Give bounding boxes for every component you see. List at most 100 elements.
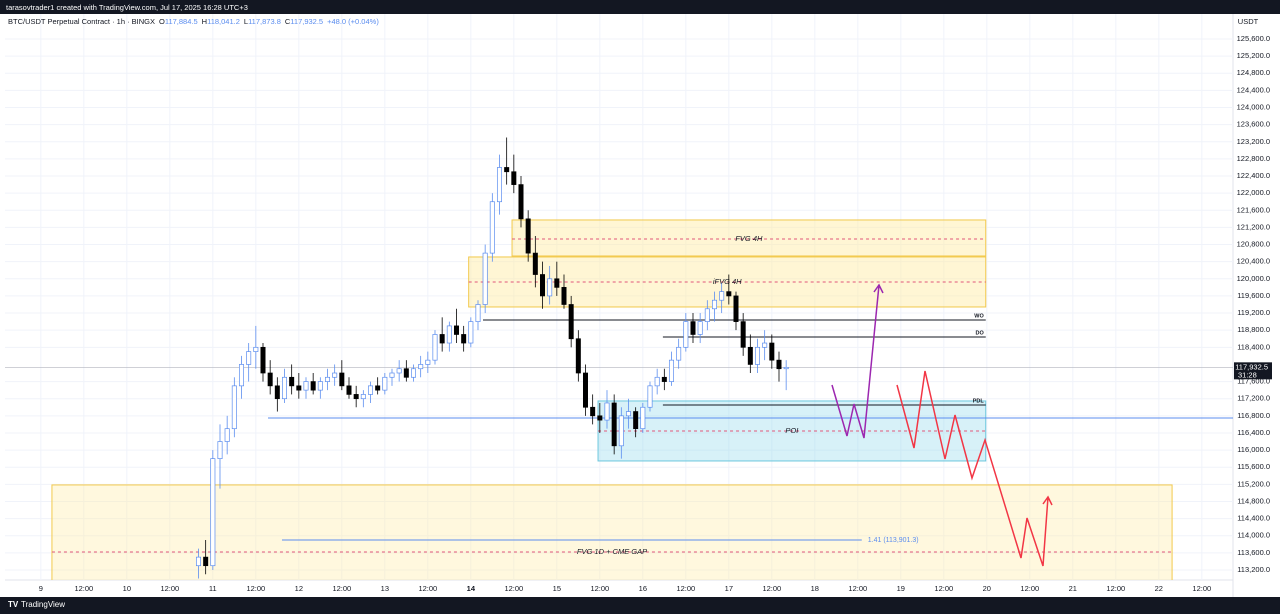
- candle-body: [554, 278, 560, 288]
- x-tick-label: 12:00: [848, 584, 867, 593]
- level-label: WO: [974, 313, 984, 319]
- zone: [51, 484, 1173, 580]
- candle-body: [260, 346, 266, 374]
- x-tick-label: 15: [553, 584, 561, 593]
- candle-body: [618, 415, 624, 447]
- candle-body: [353, 394, 359, 400]
- candle-body: [296, 385, 302, 391]
- candle-body: [396, 368, 402, 374]
- x-tick-label: 16: [639, 584, 647, 593]
- candle-body: [776, 359, 782, 370]
- candle-body: [611, 402, 617, 447]
- candle-body: [518, 184, 524, 220]
- candle-body: [461, 334, 467, 344]
- y-tick-label: 117,600.0: [1237, 377, 1270, 386]
- candle-body: [310, 381, 316, 391]
- candle-body: [769, 342, 775, 361]
- candle-body: [783, 366, 789, 370]
- top-bar: [0, 0, 1280, 14]
- x-tick-label: 12:00: [504, 584, 523, 593]
- candle-body: [274, 385, 280, 400]
- x-tick-label: 9: [39, 584, 43, 593]
- ohlc-value: 117,873.8: [248, 17, 281, 26]
- candle-body: [432, 334, 438, 361]
- arrow-head: [873, 283, 884, 294]
- candle-body: [504, 167, 510, 173]
- candle-body: [625, 411, 631, 417]
- candle-body: [525, 218, 531, 254]
- candle-body: [697, 321, 703, 335]
- candle-body: [389, 372, 395, 378]
- x-tick-label: 14: [467, 584, 476, 593]
- candle-body: [489, 201, 495, 254]
- y-tick-label: 120,000.0: [1237, 274, 1270, 283]
- level-label: DO: [976, 330, 985, 336]
- ohlc-key: O: [159, 17, 165, 26]
- x-tick-label: 12:00: [934, 584, 953, 593]
- x-tick-label: 18: [811, 584, 819, 593]
- x-tick-label: 12:00: [246, 584, 265, 593]
- candle-body: [324, 376, 330, 382]
- candle-body: [303, 381, 309, 391]
- candle-body: [224, 428, 230, 442]
- x-tick-label: 19: [897, 584, 905, 593]
- candle-body: [367, 385, 373, 395]
- y-tick-label: 122,800.0: [1237, 154, 1270, 163]
- candle-body: [654, 376, 660, 387]
- x-tick-label: 21: [1069, 584, 1077, 593]
- y-tick-label: 113,200.0: [1237, 565, 1270, 574]
- y-tick-label: 118,800.0: [1237, 325, 1270, 334]
- x-tick-label: 12:00: [418, 584, 437, 593]
- y-tick-label: 117,200.0: [1237, 394, 1270, 403]
- x-tick-label: 12:00: [590, 584, 609, 593]
- last-price-label: 117,932.5: [1235, 362, 1268, 371]
- y-tick-label: 125,600.0: [1237, 34, 1270, 43]
- x-tick-label: 12:00: [74, 584, 93, 593]
- y-tick-label: 116,400.0: [1237, 428, 1270, 437]
- change: +48.0 (+0.04%): [327, 17, 379, 26]
- y-tick-label: 121,200.0: [1237, 222, 1270, 231]
- candle-body: [217, 441, 223, 459]
- candle-body: [719, 291, 725, 301]
- candle-body: [604, 402, 610, 421]
- projection-purple: [831, 284, 880, 439]
- candle-body: [231, 385, 237, 430]
- y-tick-label: 119,600.0: [1237, 291, 1270, 300]
- candle-body: [683, 321, 689, 348]
- axes: 113,200.0 113,600.0 114,000.0 114,400.0 114,…: [39, 34, 1272, 593]
- candle-body: [575, 338, 581, 374]
- candle-body: [246, 351, 252, 365]
- y-tick-label: 120,400.0: [1237, 257, 1270, 266]
- x-tick-label: 20: [983, 584, 991, 593]
- ohlc-key: C: [285, 17, 291, 26]
- y-tick-label: 122,400.0: [1237, 171, 1270, 180]
- candle-body: [203, 556, 209, 567]
- y-tick-label: 120,800.0: [1237, 240, 1270, 249]
- candle-body: [496, 167, 502, 203]
- candle-body: [360, 394, 366, 400]
- candle-body: [568, 304, 574, 340]
- candle-body: [332, 372, 338, 378]
- candle-body: [754, 346, 760, 365]
- y-tick-label: 124,400.0: [1237, 85, 1270, 94]
- candle-body: [418, 364, 424, 370]
- ohlc-key: L: [244, 17, 248, 26]
- y-tick-label: 123,200.0: [1237, 137, 1270, 146]
- zone: [511, 219, 987, 257]
- candle-body: [647, 385, 653, 408]
- ohlc-key: H: [202, 17, 207, 26]
- x-tick-label: 11: [209, 584, 217, 593]
- zone-label: iFVG 4H: [713, 277, 742, 286]
- candle-body: [482, 252, 488, 305]
- candle-body: [733, 295, 739, 322]
- y-tick-label: 116,000.0: [1237, 445, 1270, 454]
- candle-body: [410, 368, 416, 378]
- plot: FVG 1D + CME GAP iFVG 4H FVG 4H POI WO DO PDL 1…: [5, 14, 1233, 580]
- candle-body: [539, 274, 545, 297]
- ohlc-value: 118,041.2: [207, 17, 240, 26]
- y-tick-label: 125,200.0: [1237, 51, 1270, 60]
- candle-body: [561, 287, 567, 305]
- candle-body: [711, 299, 717, 310]
- x-tick-label: 12:00: [160, 584, 179, 593]
- candle-body: [747, 346, 753, 365]
